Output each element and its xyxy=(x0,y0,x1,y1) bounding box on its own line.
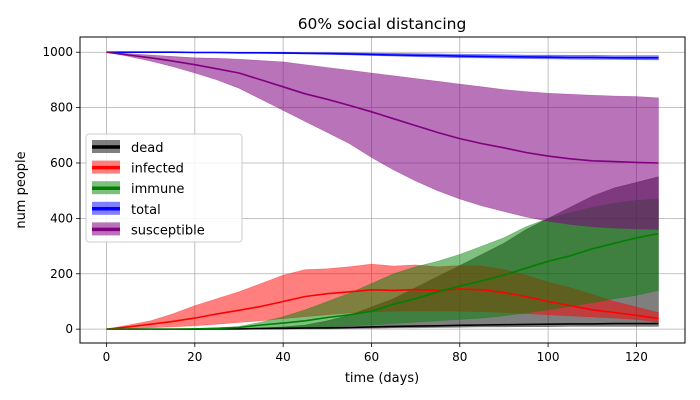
y-axis-ticks: 0 200 400 600 800 1000 xyxy=(42,45,80,336)
y-axis-label: num people xyxy=(14,151,29,228)
x-tick-label: 60 xyxy=(364,350,379,364)
infected-legend-label: infected xyxy=(131,162,184,177)
axes-frame xyxy=(79,36,686,344)
infected-line xyxy=(106,288,659,330)
x-tick-label: 120 xyxy=(625,350,648,364)
legend: dead infected immune total susceptible xyxy=(85,133,243,243)
x-tick-label: 0 xyxy=(103,350,111,364)
y-tick-label: 600 xyxy=(50,156,73,170)
y-tick-label: 800 xyxy=(50,101,73,115)
immune-line xyxy=(106,232,659,331)
confidence-bands xyxy=(106,51,659,330)
susceptible-line xyxy=(106,51,659,164)
x-tick-label: 20 xyxy=(187,350,202,364)
y-tick-label: 200 xyxy=(50,267,73,281)
x-axis-label: time (days) xyxy=(345,371,419,386)
y-tick-label: 1000 xyxy=(42,45,73,59)
immune-legend-label: immune xyxy=(131,182,184,197)
x-tick-label: 80 xyxy=(452,350,467,364)
dead-legend-label: dead xyxy=(131,141,163,156)
x-tick-label: 100 xyxy=(537,350,560,364)
total-legend-label: total xyxy=(131,203,161,218)
chart-title: 60% social distancing xyxy=(298,15,467,33)
legend-box xyxy=(85,133,243,243)
x-tick-label: 40 xyxy=(275,350,290,364)
total-line xyxy=(106,51,659,59)
plot-area: 0 20 40 60 80 100 120 0 200 400 600 800 1000 xyxy=(42,36,686,364)
x-axis-ticks: 0 20 40 60 80 100 120 xyxy=(103,343,648,364)
susceptible-legend-label: susceptible xyxy=(131,223,205,238)
series-lines xyxy=(106,51,659,331)
susceptible-band xyxy=(106,51,659,230)
y-tick-label: 400 xyxy=(50,211,73,225)
y-tick-label: 0 xyxy=(65,322,73,336)
